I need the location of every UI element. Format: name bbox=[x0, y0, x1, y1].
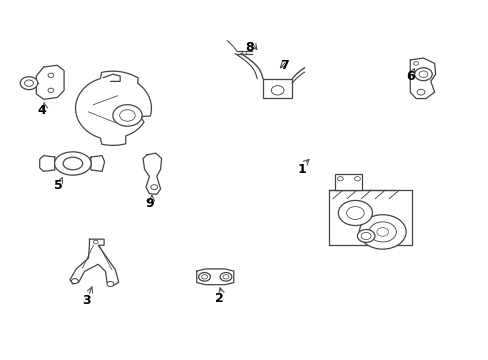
Circle shape bbox=[337, 177, 343, 181]
Circle shape bbox=[368, 222, 396, 242]
Text: 1: 1 bbox=[297, 163, 306, 176]
Circle shape bbox=[359, 215, 406, 249]
Circle shape bbox=[416, 89, 424, 95]
Text: 9: 9 bbox=[145, 197, 153, 210]
Circle shape bbox=[413, 62, 418, 65]
Bar bbox=[335, 174, 362, 190]
Circle shape bbox=[24, 80, 33, 86]
Text: 6: 6 bbox=[405, 69, 414, 82]
Circle shape bbox=[71, 279, 78, 284]
Circle shape bbox=[242, 51, 246, 54]
Circle shape bbox=[346, 207, 364, 220]
Circle shape bbox=[48, 73, 54, 77]
Circle shape bbox=[198, 273, 210, 281]
Circle shape bbox=[361, 232, 370, 239]
Circle shape bbox=[223, 275, 228, 279]
Text: 3: 3 bbox=[81, 294, 90, 307]
Circle shape bbox=[418, 71, 427, 77]
Bar bbox=[263, 79, 292, 98]
Circle shape bbox=[338, 201, 372, 226]
Circle shape bbox=[113, 105, 142, 126]
Text: 2: 2 bbox=[214, 292, 223, 305]
Text: 5: 5 bbox=[54, 179, 62, 192]
Circle shape bbox=[414, 68, 431, 81]
Circle shape bbox=[151, 185, 158, 190]
Circle shape bbox=[357, 229, 374, 242]
Circle shape bbox=[93, 240, 98, 244]
Ellipse shape bbox=[63, 157, 82, 170]
Circle shape bbox=[20, 77, 38, 90]
Circle shape bbox=[201, 275, 207, 279]
Circle shape bbox=[48, 88, 54, 93]
Circle shape bbox=[220, 273, 231, 281]
Circle shape bbox=[271, 86, 284, 95]
Circle shape bbox=[120, 110, 135, 121]
Ellipse shape bbox=[55, 152, 91, 175]
Circle shape bbox=[107, 282, 114, 287]
Circle shape bbox=[376, 228, 388, 236]
Text: 7: 7 bbox=[280, 59, 288, 72]
Text: 4: 4 bbox=[38, 104, 46, 117]
Text: 8: 8 bbox=[244, 41, 253, 54]
Circle shape bbox=[354, 177, 360, 181]
